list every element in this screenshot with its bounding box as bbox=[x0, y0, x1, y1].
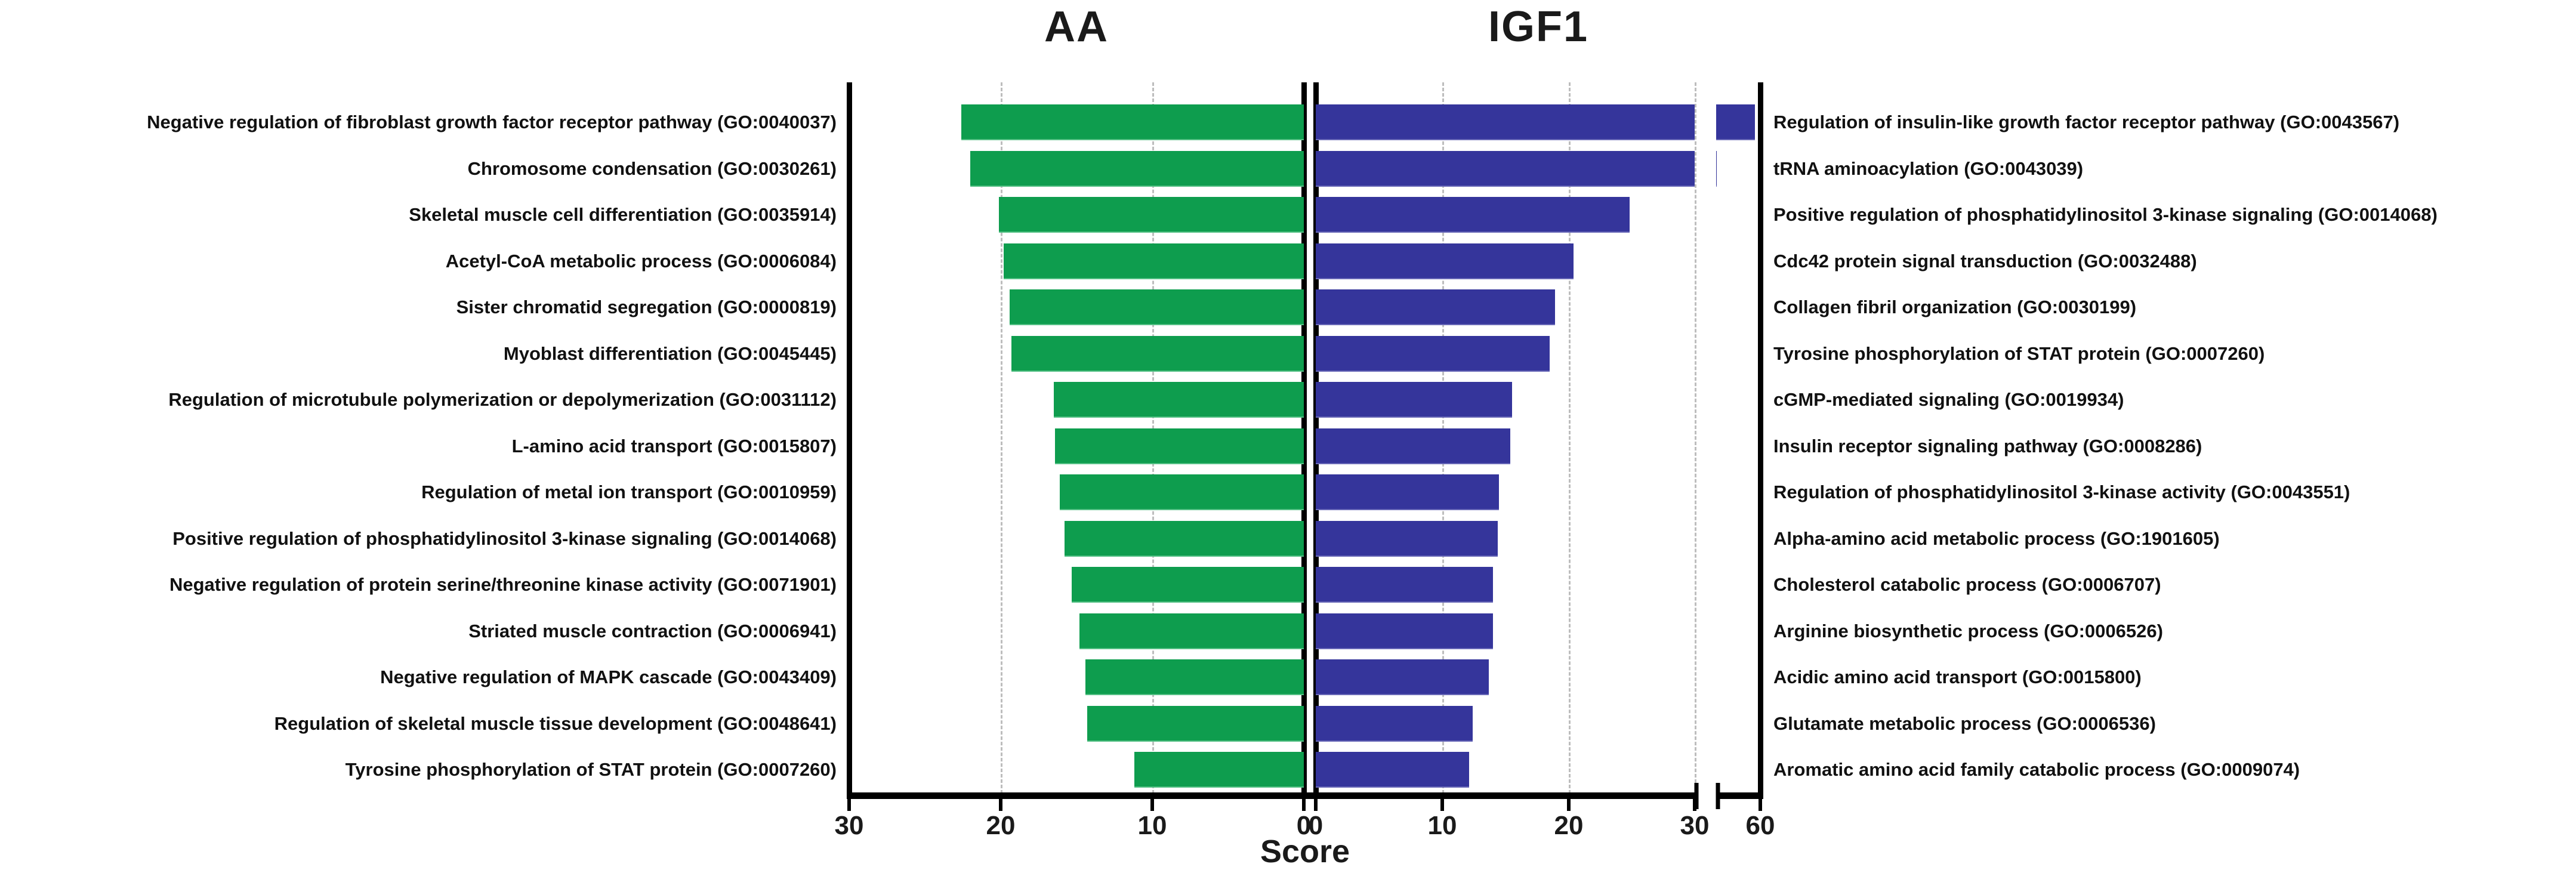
aa-category-label: Skeletal muscle cell differentiation (GO… bbox=[0, 192, 837, 237]
left-axis-10-label: 10 bbox=[1138, 811, 1167, 841]
igf1-score-bar bbox=[1316, 151, 1695, 187]
igf1-category-label: Arginine biosynthetic process (GO:000652… bbox=[1773, 608, 2576, 654]
axis-break-tick-right bbox=[1716, 783, 1720, 809]
aa-category-label: Regulation of microtubule polymerization… bbox=[0, 377, 837, 422]
igf1-category-label: Cholesterol catabolic process (GO:000670… bbox=[1773, 562, 2576, 607]
aa-score-bar bbox=[1055, 428, 1304, 464]
left-axis-spine bbox=[847, 82, 852, 798]
aa-category-label: Negative regulation of protein serine/th… bbox=[0, 562, 837, 607]
igf1-score-bar bbox=[1316, 521, 1498, 557]
aa-category-label: Myoblast differentiation (GO:0045445) bbox=[0, 331, 837, 377]
aa-category-label: Striated muscle contraction (GO:0006941) bbox=[0, 608, 837, 654]
aa-score-bar bbox=[1072, 567, 1304, 603]
gridline-right-30 bbox=[1695, 82, 1696, 794]
igf1-category-label: Positive regulation of phosphatidylinosi… bbox=[1773, 192, 2576, 237]
igf1-category-label: Tyrosine phosphorylation of STAT protein… bbox=[1773, 331, 2576, 377]
left-panel-title: AA bbox=[1044, 2, 1109, 51]
igf1-score-bar bbox=[1316, 104, 1695, 140]
aa-category-label: Positive regulation of phosphatidylinosi… bbox=[0, 516, 837, 562]
igf1-category-label: Alpha-amino acid metabolic process (GO:1… bbox=[1773, 516, 2576, 562]
x-axis-line-main bbox=[847, 792, 1698, 799]
x-axis-label: Score bbox=[1260, 833, 1350, 870]
left-axis-30-tick bbox=[847, 799, 851, 811]
left-axis-10-tick bbox=[1150, 799, 1154, 811]
aa-score-bar bbox=[1065, 521, 1304, 557]
aa-score-bar bbox=[1134, 752, 1304, 788]
igf1-score-bar bbox=[1316, 428, 1510, 464]
aa-category-label: Chromosome condensation (GO:0030261) bbox=[0, 146, 837, 192]
aa-score-bar bbox=[1054, 382, 1304, 418]
aa-score-bar bbox=[999, 197, 1304, 233]
right-axis-60-tick bbox=[1759, 799, 1762, 811]
right-axis-10-label: 10 bbox=[1428, 811, 1457, 841]
igf1-score-bar bbox=[1316, 243, 1574, 279]
aa-category-label: L-amino acid transport (GO:0015807) bbox=[0, 423, 837, 469]
aa-category-label: Regulation of metal ion transport (GO:00… bbox=[0, 469, 837, 515]
igf1-score-bar bbox=[1316, 197, 1630, 233]
igf1-category-label: tRNA aminoacylation (GO:0043039) bbox=[1773, 146, 2576, 192]
right-axis-0-tick bbox=[1314, 799, 1318, 811]
aa-category-label: Tyrosine phosphorylation of STAT protein… bbox=[0, 746, 837, 792]
aa-score-bar bbox=[1087, 706, 1304, 742]
igf1-score-bar bbox=[1316, 752, 1469, 788]
igf1-category-label: Aromatic amino acid family catabolic pro… bbox=[1773, 746, 2576, 792]
aa-category-label: Sister chromatid segregation (GO:0000819… bbox=[0, 284, 837, 330]
igf1-category-label: Regulation of phosphatidylinositol 3-kin… bbox=[1773, 469, 2576, 515]
right-axis-20-label: 20 bbox=[1554, 811, 1584, 841]
igf1-category-label: Insulin receptor signaling pathway (GO:0… bbox=[1773, 423, 2576, 469]
right-axis-30-label: 30 bbox=[1680, 811, 1710, 841]
right-axis-20-tick bbox=[1567, 799, 1571, 811]
igf1-score-bar bbox=[1316, 567, 1493, 603]
aa-score-bar bbox=[961, 104, 1304, 140]
aa-category-label: Negative regulation of MAPK cascade (GO:… bbox=[0, 654, 837, 700]
igf1-score-bar bbox=[1316, 289, 1555, 325]
left-axis-20-tick bbox=[999, 799, 1002, 811]
aa-score-bar bbox=[1060, 474, 1304, 510]
left-axis-20-label: 20 bbox=[986, 811, 1016, 841]
aa-category-label: Acetyl-CoA metabolic process (GO:0006084… bbox=[0, 238, 837, 284]
left-axis-0-tick bbox=[1302, 799, 1306, 811]
aa-score-bar bbox=[970, 151, 1304, 187]
igf1-category-label: Glutamate metabolic process (GO:0006536) bbox=[1773, 701, 2576, 746]
right-panel-title: IGF1 bbox=[1488, 2, 1588, 51]
igf1-category-label: Regulation of insulin-like growth factor… bbox=[1773, 99, 2576, 145]
igf1-category-label: Cdc42 protein signal transduction (GO:00… bbox=[1773, 238, 2576, 284]
aa-category-label: Regulation of skeletal muscle tissue dev… bbox=[0, 701, 837, 746]
igf1-score-bar-after-break bbox=[1716, 104, 1755, 140]
igf1-category-label: Collagen fibril organization (GO:0030199… bbox=[1773, 284, 2576, 330]
igf1-score-bar bbox=[1316, 706, 1473, 742]
aa-score-bar bbox=[1079, 613, 1304, 649]
igf1-score-bar bbox=[1316, 613, 1493, 649]
right-axis-spine bbox=[1758, 82, 1763, 798]
igf1-score-bar bbox=[1316, 474, 1499, 510]
x-axis-line-after-break bbox=[1716, 792, 1763, 799]
aa-score-bar bbox=[1010, 289, 1304, 325]
igf1-category-label: Acidic amino acid transport (GO:0015800) bbox=[1773, 654, 2576, 700]
right-axis-60-label: 60 bbox=[1746, 811, 1775, 841]
left-axis-30-label: 30 bbox=[835, 811, 864, 841]
igf1-category-label: cGMP-mediated signaling (GO:0019934) bbox=[1773, 377, 2576, 422]
aa-score-bar bbox=[1004, 243, 1304, 279]
right-axis-30-tick bbox=[1693, 799, 1696, 811]
right-axis-10-tick bbox=[1440, 799, 1444, 811]
gridline-right-20 bbox=[1569, 82, 1571, 794]
igf1-score-bar bbox=[1316, 336, 1550, 372]
gridline-left-20 bbox=[1001, 82, 1002, 794]
igf1-score-bar bbox=[1316, 382, 1512, 418]
igf1-score-bar bbox=[1316, 659, 1489, 695]
aa-category-label: Negative regulation of fibroblast growth… bbox=[0, 99, 837, 145]
aa-score-bar bbox=[1011, 336, 1304, 372]
aa-score-bar bbox=[1085, 659, 1304, 695]
